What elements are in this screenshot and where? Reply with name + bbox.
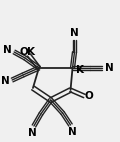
Text: N: N: [28, 128, 36, 138]
Text: O: O: [85, 91, 94, 101]
Text: N: N: [1, 76, 10, 86]
Text: K: K: [76, 65, 84, 75]
Text: K: K: [27, 47, 35, 57]
Text: N: N: [105, 63, 114, 73]
Text: N: N: [68, 127, 77, 137]
Text: N: N: [70, 28, 79, 38]
Text: N: N: [3, 45, 12, 55]
Text: O: O: [20, 47, 28, 57]
